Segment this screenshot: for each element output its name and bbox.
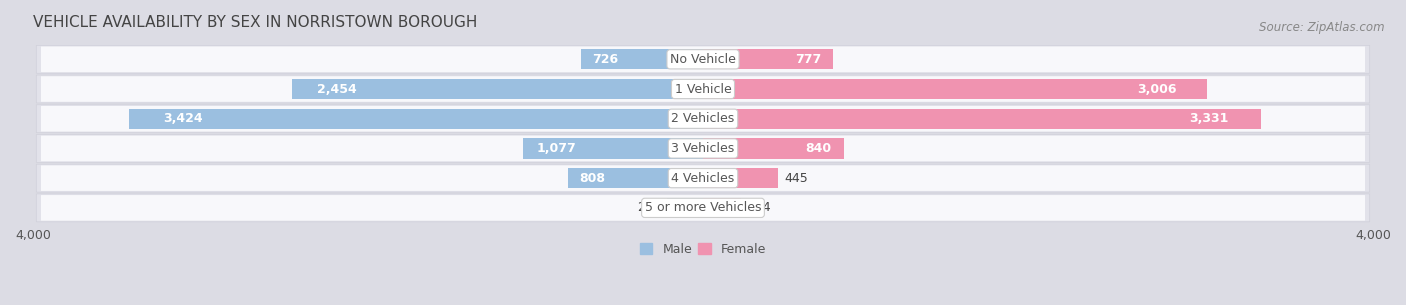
Text: 726: 726 (592, 53, 619, 66)
Text: 224: 224 (747, 201, 770, 214)
Bar (703, 49, 834, 70)
FancyBboxPatch shape (37, 194, 1369, 222)
Text: 5 or more Vehicles: 5 or more Vehicles (645, 201, 761, 214)
Bar (292, 79, 703, 99)
Bar (129, 109, 703, 129)
Bar (568, 168, 703, 188)
FancyBboxPatch shape (37, 164, 1369, 192)
Text: 3,006: 3,006 (1137, 83, 1177, 95)
Text: 808: 808 (579, 172, 606, 185)
Bar (703, 109, 1261, 129)
FancyBboxPatch shape (41, 47, 1365, 72)
Text: 1,077: 1,077 (537, 142, 576, 155)
Text: 2,454: 2,454 (318, 83, 357, 95)
FancyBboxPatch shape (41, 136, 1365, 161)
Bar (582, 49, 703, 70)
FancyBboxPatch shape (41, 165, 1365, 191)
Bar (523, 138, 703, 159)
Bar (703, 198, 741, 218)
Text: 3,331: 3,331 (1188, 112, 1227, 125)
FancyBboxPatch shape (41, 76, 1365, 102)
Text: 2 Vehicles: 2 Vehicles (672, 112, 734, 125)
Bar (703, 79, 1206, 99)
FancyBboxPatch shape (41, 106, 1365, 131)
Text: 4 Vehicles: 4 Vehicles (672, 172, 734, 185)
Legend: Male, Female: Male, Female (636, 238, 770, 261)
Text: VEHICLE AVAILABILITY BY SEX IN NORRISTOWN BOROUGH: VEHICLE AVAILABILITY BY SEX IN NORRISTOW… (32, 15, 477, 30)
Text: 213: 213 (637, 201, 661, 214)
Text: 1 Vehicle: 1 Vehicle (675, 83, 731, 95)
FancyBboxPatch shape (41, 195, 1365, 221)
Bar (703, 168, 778, 188)
Text: 777: 777 (796, 53, 821, 66)
FancyBboxPatch shape (37, 45, 1369, 73)
Text: Source: ZipAtlas.com: Source: ZipAtlas.com (1260, 21, 1385, 34)
Text: 3,424: 3,424 (163, 112, 202, 125)
FancyBboxPatch shape (37, 135, 1369, 162)
Bar (703, 138, 844, 159)
Text: 445: 445 (785, 172, 808, 185)
Text: No Vehicle: No Vehicle (671, 53, 735, 66)
Text: 840: 840 (806, 142, 832, 155)
FancyBboxPatch shape (37, 105, 1369, 133)
Text: 3 Vehicles: 3 Vehicles (672, 142, 734, 155)
Bar (668, 198, 703, 218)
FancyBboxPatch shape (37, 75, 1369, 103)
